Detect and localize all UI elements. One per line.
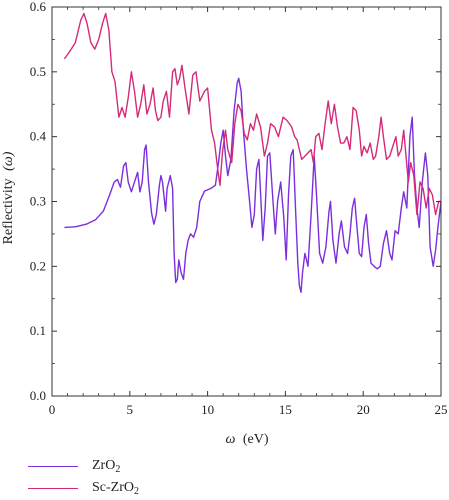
- x-tick-label-2: 10: [201, 402, 214, 417]
- x-tick-label-5: 25: [435, 402, 448, 417]
- legend-label-sc-zro2-main: Sc-ZrO: [92, 479, 134, 495]
- series-line-zro2: [64, 77, 442, 293]
- legend-item-sc-zro2: Sc-ZrO2: [28, 477, 139, 499]
- legend-label-sc-zro2-sub: 2: [134, 485, 139, 497]
- x-axis-unit: (eV): [243, 432, 269, 447]
- legend-label-zro2-main: ZrO: [92, 457, 116, 473]
- legend-label-zro2: ZrO2: [92, 458, 120, 475]
- legend-label-sc-zro2: Sc-ZrO2: [92, 480, 139, 497]
- y-tick-label-4: 0.4: [30, 129, 47, 144]
- legend-item-zro2: ZrO2: [28, 455, 139, 477]
- legend-label-zro2-sub: 2: [115, 463, 121, 475]
- x-tick-label-1: 5: [127, 402, 134, 417]
- y-tick-label-1: 0.1: [30, 323, 46, 338]
- y-axis-label: Reflectivity (ω): [1, 151, 16, 244]
- y-axis-symbol: (ω): [1, 151, 16, 171]
- legend-swatch-sc-zro2: [28, 487, 78, 489]
- chart-legend: ZrO2 Sc-ZrO2: [28, 455, 139, 499]
- x-axis-symbol: ω: [225, 432, 235, 447]
- x-tick-label-0: 0: [49, 402, 56, 417]
- y-axis-text: Reflectivity: [1, 178, 16, 244]
- y-tick-label-3: 0.3: [30, 194, 46, 209]
- legend-swatch-zro2: [28, 465, 78, 467]
- y-tick-label-0: 0.0: [30, 388, 46, 403]
- x-axis-label: ω (eV): [225, 432, 268, 447]
- y-tick-label-2: 0.2: [30, 258, 46, 273]
- y-tick-label-5: 0.5: [30, 64, 46, 79]
- x-tick-label-4: 20: [357, 402, 370, 417]
- y-tick-label-6: 0.6: [30, 0, 47, 14]
- x-tick-label-3: 15: [279, 402, 292, 417]
- plot-frame: [51, 6, 442, 397]
- series-line-sc-zro2: [63, 12, 441, 216]
- plot-area: 0 5 10 15 20 25 0.0 0.1 0.2 0.3 0.4 0.5 0.6: [30, 0, 448, 417]
